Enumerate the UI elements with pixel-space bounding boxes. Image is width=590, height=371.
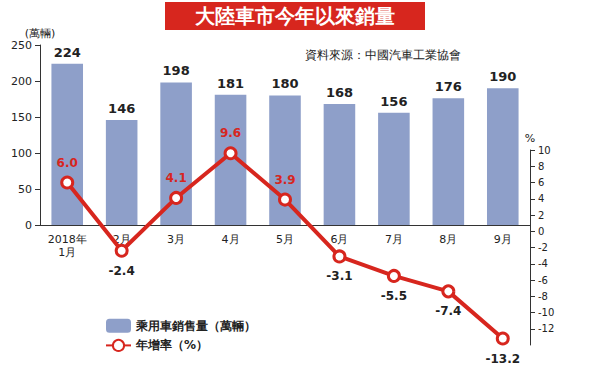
svg-text:146: 146: [108, 101, 135, 116]
svg-text:168: 168: [326, 85, 353, 100]
svg-text:150: 150: [11, 111, 32, 124]
svg-text:224: 224: [54, 45, 81, 60]
svg-text:9.6: 9.6: [220, 126, 241, 140]
svg-text:8: 8: [538, 161, 544, 172]
svg-text:156: 156: [380, 94, 407, 109]
svg-text:190: 190: [489, 69, 516, 84]
svg-text:6月: 6月: [330, 233, 348, 246]
svg-text:8月: 8月: [439, 233, 457, 246]
svg-text:-10: -10: [538, 307, 554, 318]
svg-text:5月: 5月: [276, 233, 294, 246]
svg-text:0: 0: [538, 226, 544, 237]
svg-text:250: 250: [11, 39, 32, 52]
svg-text:198: 198: [163, 63, 190, 78]
svg-text:資料來源：中國汽車工業協會: 資料來源：中國汽車工業協會: [305, 48, 461, 62]
svg-text:-4: -4: [538, 258, 548, 269]
svg-text:-6: -6: [538, 275, 548, 286]
svg-text:176: 176: [435, 79, 462, 94]
svg-text:100: 100: [11, 147, 32, 160]
svg-text:6.0: 6.0: [57, 156, 78, 170]
svg-text:10: 10: [538, 145, 551, 156]
svg-text:-2.4: -2.4: [109, 264, 135, 278]
svg-text:2月: 2月: [112, 233, 131, 246]
svg-text:4月: 4月: [222, 233, 240, 246]
svg-text:-7.4: -7.4: [435, 304, 461, 318]
svg-text:50: 50: [18, 183, 32, 196]
svg-text:3.9: 3.9: [274, 173, 295, 187]
svg-text:200: 200: [11, 75, 32, 88]
svg-text:2018年: 2018年: [48, 233, 87, 246]
svg-text:4: 4: [538, 193, 544, 204]
svg-text:年增率（%）: 年增率（%）: [135, 338, 208, 352]
svg-text:%: %: [525, 132, 535, 145]
svg-text:乘用車銷售量（萬輛）: 乘用車銷售量（萬輛）: [135, 319, 256, 333]
svg-text:7月: 7月: [385, 233, 403, 246]
svg-text:-3.1: -3.1: [326, 269, 352, 283]
svg-text:-2: -2: [538, 242, 548, 253]
svg-text:(萬輛): (萬輛): [24, 27, 56, 40]
svg-text:3月: 3月: [167, 233, 185, 246]
svg-text:6: 6: [538, 177, 544, 188]
svg-text:181: 181: [217, 76, 244, 91]
svg-text:180: 180: [271, 76, 298, 91]
svg-text:9月: 9月: [494, 233, 512, 246]
svg-text:-5.5: -5.5: [381, 289, 407, 303]
svg-text:0: 0: [25, 219, 32, 232]
svg-text:-8: -8: [538, 291, 548, 302]
svg-text:-13.2: -13.2: [485, 352, 520, 366]
svg-text:大陸車市今年以來銷量: 大陸車市今年以來銷量: [195, 4, 395, 28]
svg-text:-12: -12: [538, 323, 554, 334]
svg-text:2: 2: [538, 210, 544, 221]
svg-text:1月: 1月: [58, 246, 76, 259]
svg-text:4.1: 4.1: [165, 171, 186, 185]
